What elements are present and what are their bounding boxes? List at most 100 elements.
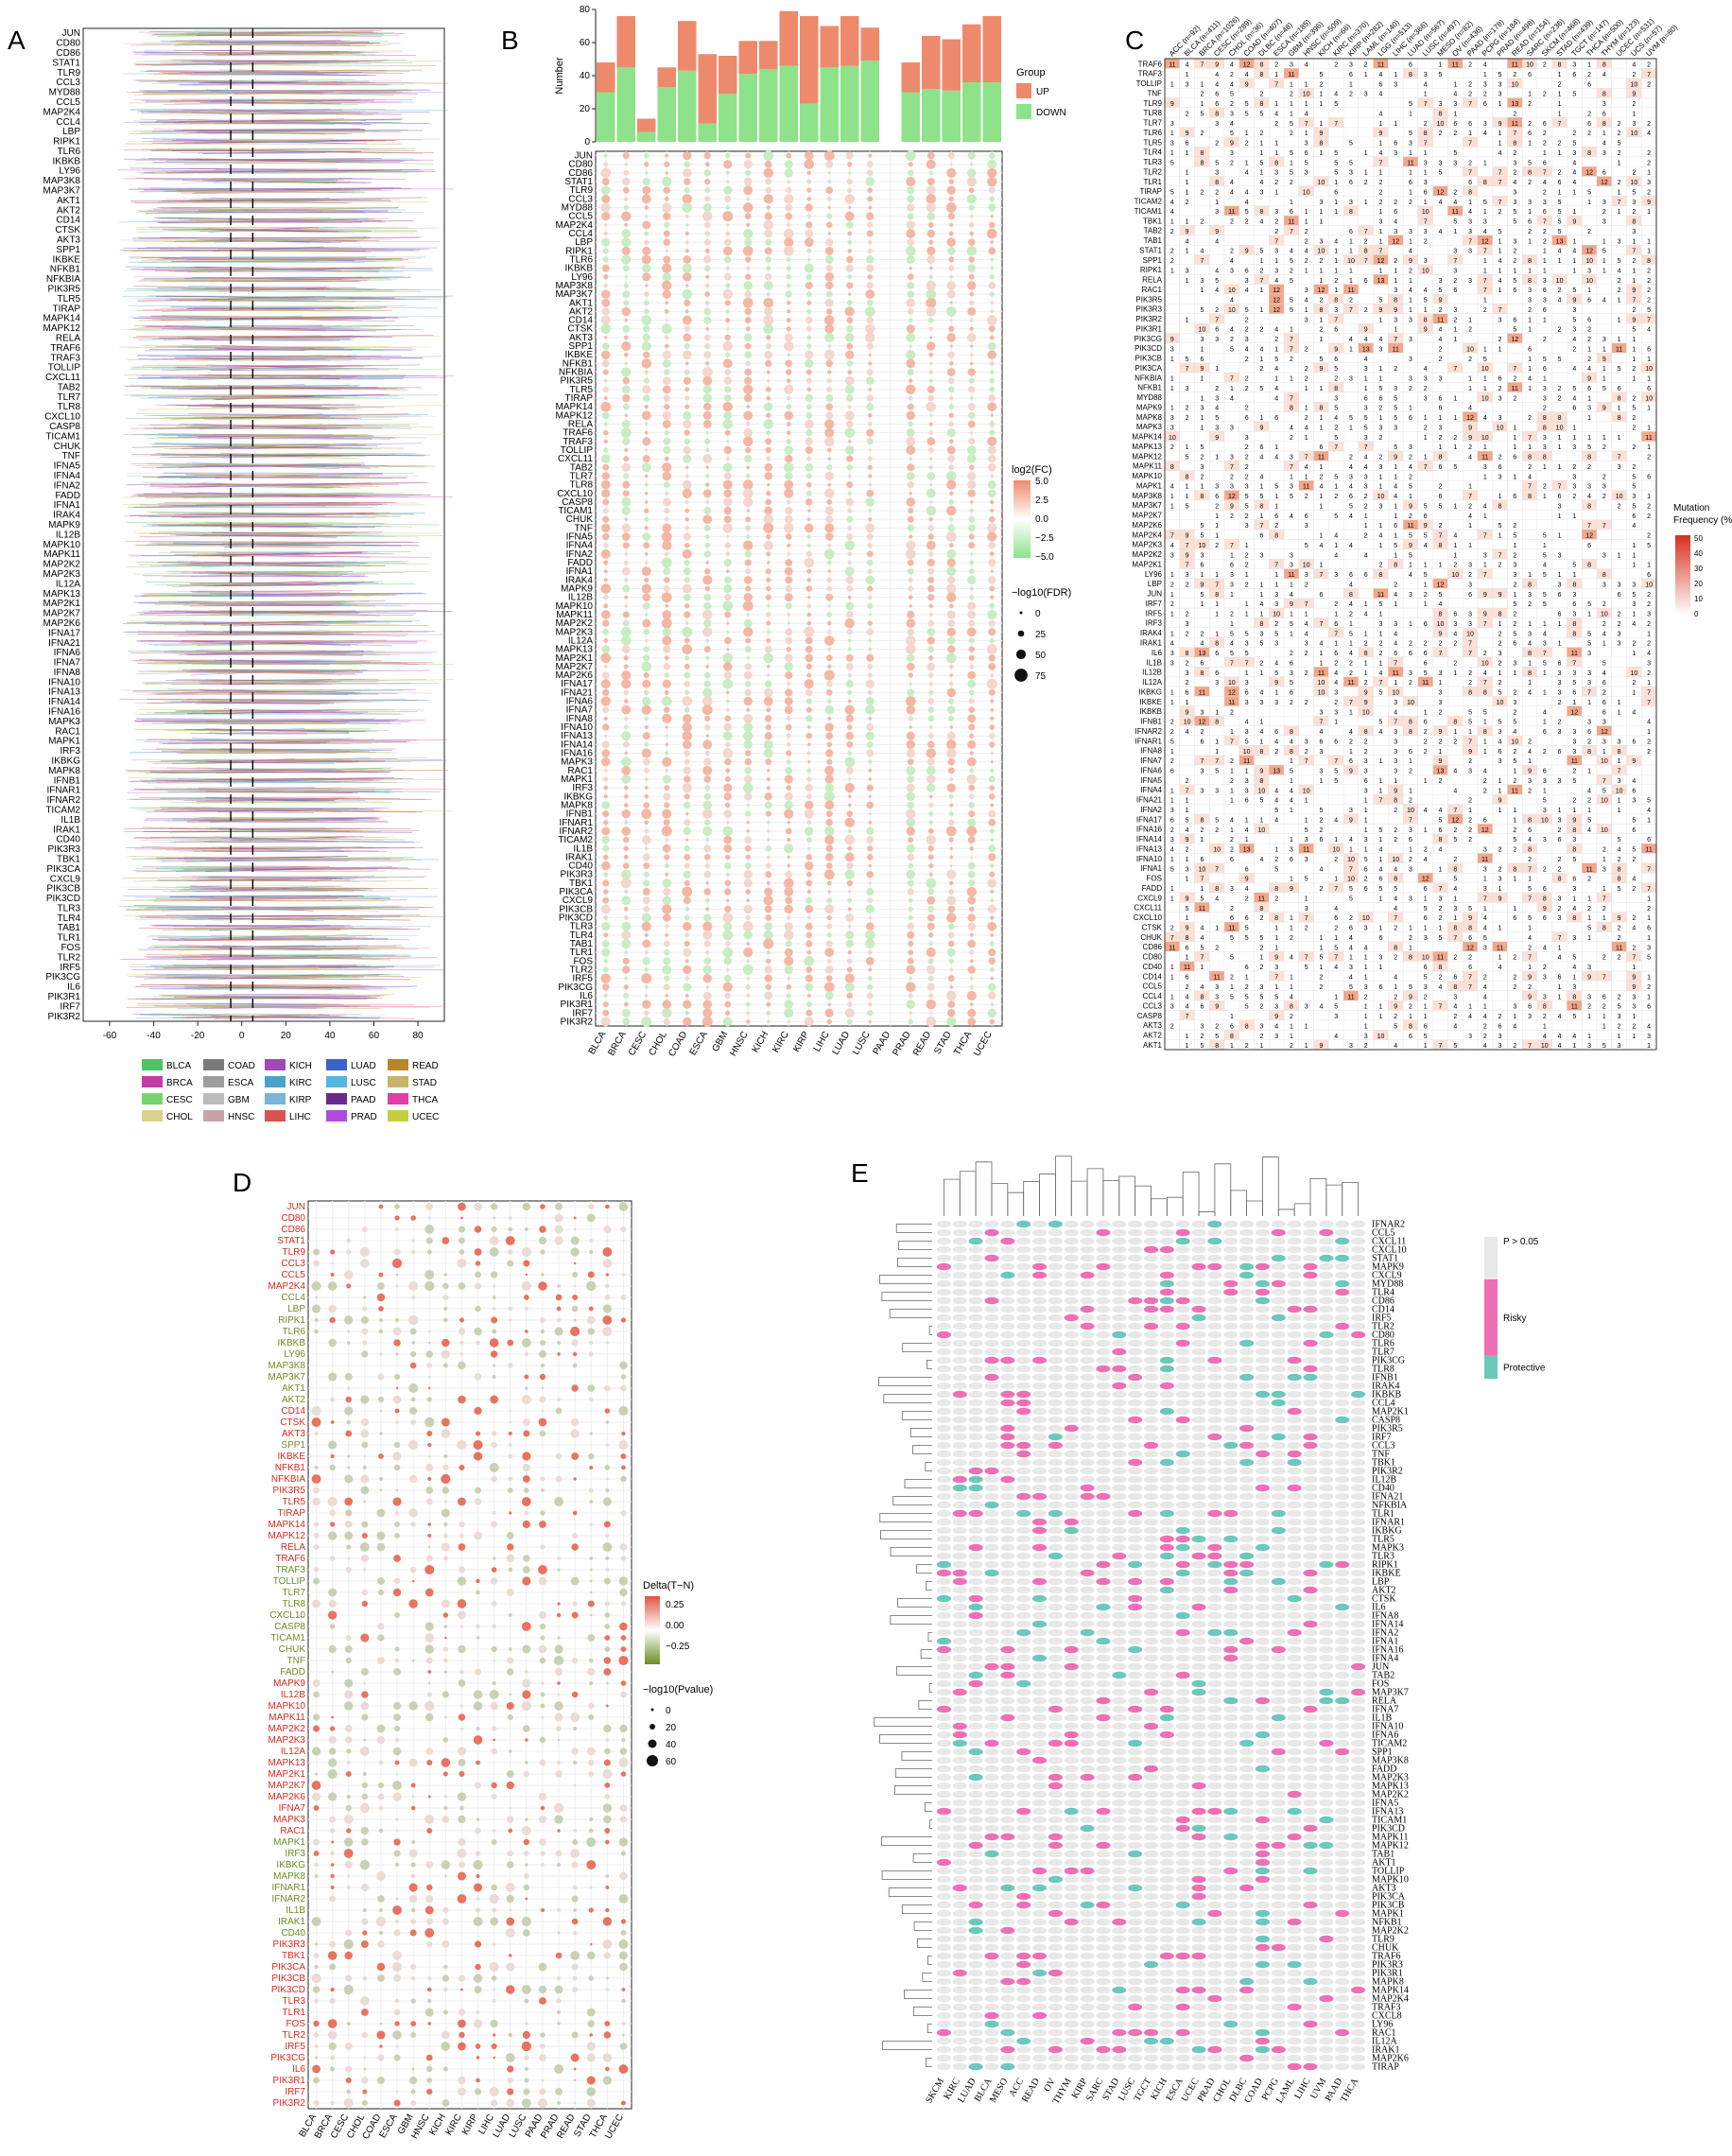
gene-label: TICAM1 — [558, 506, 593, 516]
fc-dot — [926, 965, 936, 975]
fc-dot — [907, 203, 915, 212]
fc-dot — [763, 219, 774, 231]
series-line — [168, 476, 372, 478]
fc-dot — [601, 342, 610, 350]
fc-dot — [644, 724, 649, 730]
heatmap-cell — [1611, 78, 1627, 89]
fc-dot — [623, 724, 629, 730]
fc-dot — [785, 653, 793, 663]
gene-label: IFNA17 — [48, 628, 80, 638]
fc-dot — [622, 542, 630, 549]
fc-dot — [785, 576, 793, 584]
fc-dot — [663, 957, 671, 965]
series-line — [137, 187, 454, 190]
fc-dot — [767, 855, 771, 860]
fc-dot — [866, 169, 874, 177]
bar-down — [637, 131, 656, 142]
fc-dot — [787, 301, 791, 305]
fc-dot — [703, 351, 712, 359]
series-line — [165, 679, 379, 681]
fc-dot — [704, 283, 710, 288]
fc-dot — [725, 317, 731, 323]
fc-dot — [763, 930, 773, 940]
fc-dot — [945, 306, 957, 317]
fc-dot — [787, 863, 791, 868]
fc-dot — [701, 696, 713, 706]
fc-dot — [926, 159, 936, 169]
fc-dot — [966, 176, 977, 187]
gene-label: CCL4 — [56, 117, 80, 128]
heatmap-cell — [1596, 78, 1612, 89]
fc-dot — [967, 965, 976, 974]
fc-dot — [684, 932, 690, 938]
fc-dot — [969, 353, 974, 357]
fc-dot — [927, 905, 935, 913]
fc-dot — [827, 179, 832, 184]
fc-dot — [723, 489, 733, 498]
fc-dot — [844, 427, 856, 438]
fc-dot — [705, 326, 710, 331]
gene-label: LBP — [62, 127, 80, 137]
fc-dot — [703, 550, 711, 558]
gene-label: IFNA16 — [48, 707, 80, 718]
fc-dot — [968, 619, 976, 627]
fc-dot — [601, 237, 611, 247]
fc-dot — [701, 367, 713, 377]
fc-dot — [845, 576, 855, 584]
gene-label: IKBKB — [565, 264, 594, 274]
fc-dot — [665, 932, 669, 937]
fc-dot — [804, 1017, 814, 1027]
fc-dot — [826, 499, 833, 505]
fc-dot — [907, 169, 914, 177]
gene-label: MAPK8 — [48, 766, 80, 776]
fc-dot — [926, 306, 936, 317]
series-line — [138, 906, 378, 909]
fc-dot — [949, 396, 954, 401]
fc-dot — [906, 739, 915, 750]
series-line — [154, 523, 388, 525]
fc-dot — [907, 368, 914, 376]
fc-dot — [661, 1007, 672, 1018]
cell-value: 6 — [1349, 72, 1353, 78]
series-line — [222, 542, 338, 545]
series-line — [120, 326, 385, 330]
fc-dot — [746, 942, 751, 946]
cell-value: 8 — [1602, 62, 1606, 69]
fc-dot — [643, 862, 650, 869]
fc-dot — [827, 232, 831, 235]
series-line — [199, 423, 323, 429]
fc-dot — [825, 264, 833, 272]
gene-distribution — [123, 374, 454, 381]
series-line — [180, 948, 338, 951]
fc-dot — [641, 254, 651, 265]
gene-label: NFKBIA — [559, 368, 593, 378]
fc-dot — [664, 508, 670, 514]
series-line — [142, 138, 423, 141]
fc-dot — [724, 757, 732, 766]
gene-distribution — [122, 40, 401, 46]
fc-dot — [928, 672, 934, 678]
series-line — [126, 90, 413, 93]
gene-label: MAPK10 — [556, 601, 594, 612]
fc-dot — [624, 595, 629, 600]
fc-dot — [926, 185, 936, 196]
gene-label: PIK3R5 — [561, 376, 594, 387]
fc-dot — [867, 464, 873, 470]
fc-dot — [662, 289, 671, 299]
fc-dot — [990, 863, 995, 868]
fc-dot — [743, 160, 753, 169]
fc-dot — [621, 254, 632, 265]
fc-dot — [644, 482, 649, 487]
fc-dot — [785, 507, 793, 515]
series-line — [153, 72, 398, 75]
fc-dot — [825, 403, 834, 411]
fc-dot — [907, 480, 914, 489]
fc-dot — [604, 734, 608, 738]
size-legend-title: −log10(FDR) — [1012, 587, 1071, 599]
fc-dot — [928, 862, 934, 869]
bar-up — [800, 16, 819, 104]
fc-dot — [990, 595, 995, 600]
fc-dot — [805, 904, 814, 913]
fc-dot — [990, 838, 995, 842]
fc-dot — [805, 663, 812, 670]
